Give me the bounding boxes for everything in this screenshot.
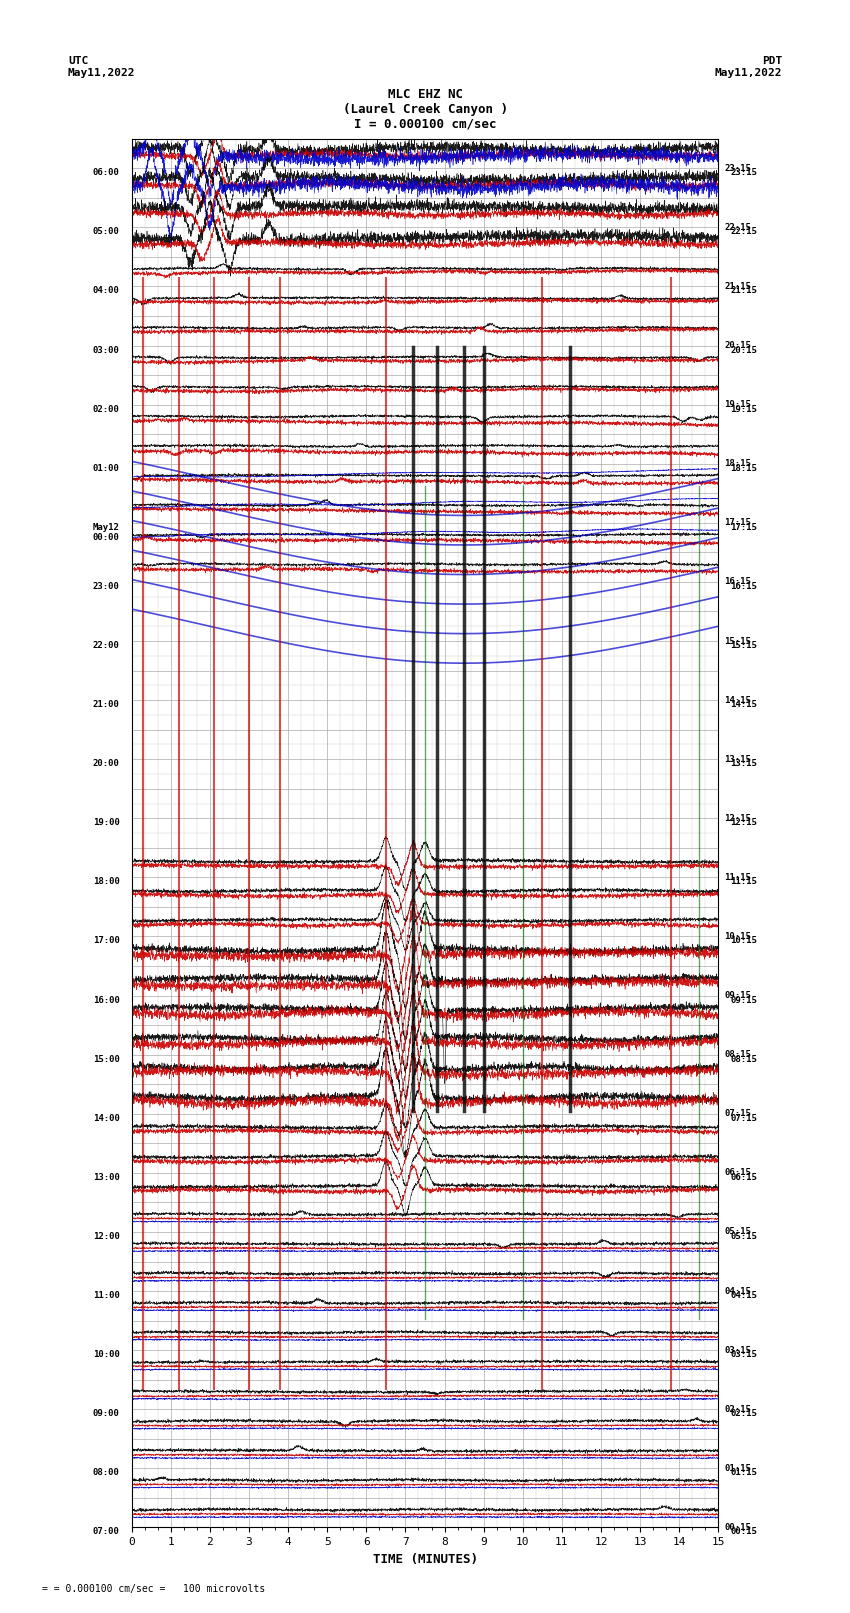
Text: 01:00: 01:00 xyxy=(93,463,120,473)
Text: 19:00: 19:00 xyxy=(93,818,120,827)
Text: UTC: UTC xyxy=(68,56,88,66)
Text: 13:15: 13:15 xyxy=(730,760,757,768)
Text: 02:00: 02:00 xyxy=(93,405,120,413)
Text: 23:00: 23:00 xyxy=(93,582,120,590)
Text: 21:15: 21:15 xyxy=(724,282,751,290)
Text: 17:15: 17:15 xyxy=(724,518,751,527)
Text: 01:15: 01:15 xyxy=(730,1468,757,1478)
Text: 16:00: 16:00 xyxy=(93,995,120,1005)
Text: 11:15: 11:15 xyxy=(724,873,751,882)
Text: 14:15: 14:15 xyxy=(730,700,757,710)
Text: 10:15: 10:15 xyxy=(724,932,751,940)
Text: 08:15: 08:15 xyxy=(724,1050,751,1060)
Text: May11,2022: May11,2022 xyxy=(68,68,135,77)
Text: 07:15: 07:15 xyxy=(730,1115,757,1123)
Text: 15:15: 15:15 xyxy=(724,637,751,645)
Text: 04:15: 04:15 xyxy=(730,1290,757,1300)
Text: 07:15: 07:15 xyxy=(724,1110,751,1118)
Text: 12:15: 12:15 xyxy=(724,815,751,823)
Text: 14:15: 14:15 xyxy=(724,695,751,705)
Text: 09:00: 09:00 xyxy=(93,1410,120,1418)
Text: 00:15: 00:15 xyxy=(730,1528,757,1537)
Text: 20:00: 20:00 xyxy=(93,760,120,768)
Text: 04:15: 04:15 xyxy=(724,1287,751,1295)
Text: 19:15: 19:15 xyxy=(730,405,757,413)
Text: 05:15: 05:15 xyxy=(724,1227,751,1237)
Text: 06:15: 06:15 xyxy=(730,1173,757,1182)
Text: 15:00: 15:00 xyxy=(93,1055,120,1063)
Text: 22:00: 22:00 xyxy=(93,640,120,650)
Text: 10:00: 10:00 xyxy=(93,1350,120,1360)
Text: = = 0.000100 cm/sec =   100 microvolts: = = 0.000100 cm/sec = 100 microvolts xyxy=(42,1584,266,1594)
Text: 18:15: 18:15 xyxy=(730,463,757,473)
Text: 00:15: 00:15 xyxy=(724,1523,751,1532)
Text: 02:15: 02:15 xyxy=(724,1405,751,1413)
Text: 07:00: 07:00 xyxy=(93,1528,120,1537)
Text: 10:15: 10:15 xyxy=(730,937,757,945)
Text: 23:15: 23:15 xyxy=(730,168,757,177)
Text: 13:00: 13:00 xyxy=(93,1173,120,1182)
Text: 23:15: 23:15 xyxy=(724,165,751,173)
X-axis label: TIME (MINUTES): TIME (MINUTES) xyxy=(372,1553,478,1566)
Text: 01:15: 01:15 xyxy=(724,1465,751,1473)
Text: 16:15: 16:15 xyxy=(730,582,757,590)
Text: 08:00: 08:00 xyxy=(93,1468,120,1478)
Text: PDT: PDT xyxy=(762,56,782,66)
Text: 15:15: 15:15 xyxy=(730,640,757,650)
Text: May11,2022: May11,2022 xyxy=(715,68,782,77)
Text: 06:00: 06:00 xyxy=(93,168,120,177)
Text: 05:15: 05:15 xyxy=(730,1232,757,1240)
Text: 22:15: 22:15 xyxy=(730,227,757,237)
Text: 05:00: 05:00 xyxy=(93,227,120,237)
Text: 18:00: 18:00 xyxy=(93,877,120,887)
Text: 16:15: 16:15 xyxy=(724,577,751,587)
Text: 09:15: 09:15 xyxy=(724,990,751,1000)
Text: 18:15: 18:15 xyxy=(724,460,751,468)
Text: 20:15: 20:15 xyxy=(730,345,757,355)
Text: 03:15: 03:15 xyxy=(724,1345,751,1355)
Text: 11:15: 11:15 xyxy=(730,877,757,887)
Text: 17:00: 17:00 xyxy=(93,937,120,945)
Title: MLC EHZ NC
(Laurel Creek Canyon )
I = 0.000100 cm/sec: MLC EHZ NC (Laurel Creek Canyon ) I = 0.… xyxy=(343,87,507,131)
Text: 17:15: 17:15 xyxy=(730,523,757,532)
Text: 22:15: 22:15 xyxy=(724,223,751,232)
Text: 14:00: 14:00 xyxy=(93,1115,120,1123)
Text: 21:00: 21:00 xyxy=(93,700,120,710)
Text: 03:00: 03:00 xyxy=(93,345,120,355)
Text: 04:00: 04:00 xyxy=(93,287,120,295)
Text: 13:15: 13:15 xyxy=(724,755,751,763)
Text: 08:15: 08:15 xyxy=(730,1055,757,1063)
Text: May12
00:00: May12 00:00 xyxy=(93,523,120,542)
Text: 02:15: 02:15 xyxy=(730,1410,757,1418)
Text: 09:15: 09:15 xyxy=(730,995,757,1005)
Text: 12:00: 12:00 xyxy=(93,1232,120,1240)
Text: 19:15: 19:15 xyxy=(724,400,751,410)
Text: 06:15: 06:15 xyxy=(724,1168,751,1177)
Text: 21:15: 21:15 xyxy=(730,287,757,295)
Text: 03:15: 03:15 xyxy=(730,1350,757,1360)
Text: 11:00: 11:00 xyxy=(93,1290,120,1300)
Text: 12:15: 12:15 xyxy=(730,818,757,827)
Text: 20:15: 20:15 xyxy=(724,340,751,350)
